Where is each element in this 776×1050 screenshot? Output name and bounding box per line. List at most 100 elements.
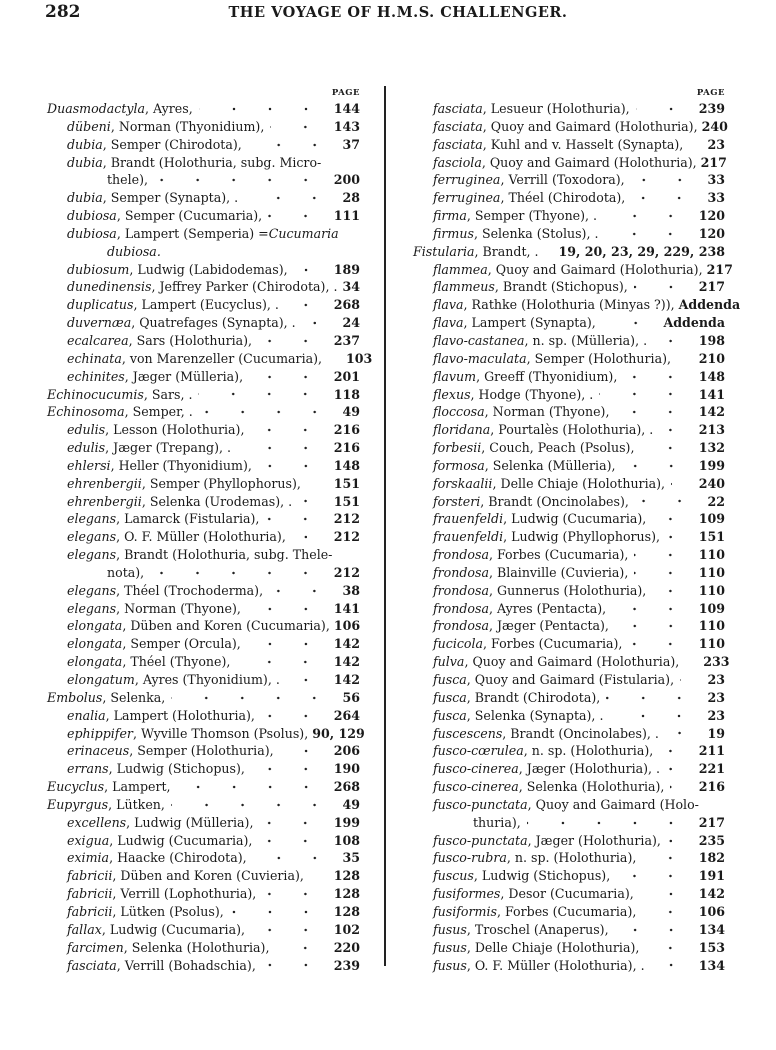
index-entry: duplicatus, Lampert (Eucyclus), . 268 [47, 296, 360, 314]
entry-authority: , Lampert, [104, 779, 171, 795]
taxon-name: firmus [433, 225, 474, 241]
leader-dots [171, 692, 333, 703]
index-entry: fulva, Quoy and Gaimard (Holothuria), 233 [413, 653, 730, 671]
entry-authority: , Brandt (Stichopus), [494, 279, 628, 295]
entry-authority: , Hodge (Thyone), . [470, 386, 594, 402]
taxon-name: frondosa [433, 582, 489, 598]
entry-authority: , Ludwig (Stichopus), [473, 868, 611, 884]
entry-authority: , Forbes (Cucumaria), [483, 636, 623, 652]
entry-authority: , Brandt, . [474, 243, 539, 259]
leader-dots [259, 817, 324, 828]
entry-authority: , Brandt (Oncinolabes), . [502, 725, 659, 741]
taxon-name: echinites [67, 368, 125, 384]
leader-dots [198, 407, 333, 418]
entry-authority: , Troschel (Anaperus), [466, 921, 609, 937]
taxon-name: frondosa [433, 618, 489, 634]
index-entry-continuation: thuria), 217 [413, 814, 725, 832]
leader-dots [670, 781, 689, 792]
index-entry: dubia, Semper (Synapta), . 28 [47, 189, 360, 207]
index-entry-continuation: dubiosa. [47, 243, 360, 261]
index-entry: ehrenbergii, Semper (Phyllophorus), 151 [47, 475, 360, 493]
leader-dots [653, 335, 689, 346]
page-reference: 210 [698, 350, 725, 366]
taxon-name: dubiosa [67, 225, 117, 241]
taxon-name: elongata [67, 618, 123, 634]
index-entry: forbesii, Couch, Peach (Psolus), 132 [413, 439, 725, 457]
page-reference: 182 [698, 850, 725, 866]
column-divider [384, 86, 386, 966]
page-reference: 56 [342, 689, 360, 705]
index-entry: fuscus, Ludwig (Stichopus), 191 [413, 867, 725, 885]
taxon-name: fusco-cinerea [433, 761, 519, 777]
taxon-name: fasciata [67, 957, 117, 973]
page-reference: 120 [698, 225, 725, 241]
leader-dots [639, 889, 689, 900]
page-reference: 110 [698, 564, 725, 580]
index-entry: frauenfeldi, Ludwig (Cucumaria), 109 [413, 510, 725, 528]
page-reference: 22 [707, 493, 725, 509]
taxon-name: farcimen [67, 939, 124, 955]
taxon-name: fasciata [433, 136, 483, 152]
leader-dots [659, 746, 689, 757]
entry-authority: , Lütken (Psolus), [112, 903, 224, 919]
page-reference: 153 [698, 939, 725, 955]
index-entry: exigua, Ludwig (Cucumaria), 108 [47, 832, 360, 850]
entry-authority: , Lütken, [108, 796, 165, 812]
index-entry: fasciata, Quoy and Gaimard (Holothuria),… [413, 118, 728, 136]
page-reference: 118 [333, 386, 360, 402]
entry-authority: , Verrill (Toxodora), [500, 172, 625, 188]
leader-dots [615, 407, 689, 418]
entry-authority: , Théel (Trochoderma), [116, 582, 264, 598]
index-entry: dubiosum, Ludwig (Labidodemas), 189 [47, 261, 360, 279]
index-entry: fusca, Brandt (Chirodota), 23 [413, 689, 725, 707]
entry-authority: , Düben and Koren (Cucumaria), [122, 618, 330, 634]
index-entry: elegans, O. F. Müller (Holothuria), 212 [47, 528, 360, 546]
entry-authority: , Jæger (Holothuria), . [518, 761, 661, 777]
index-entry: dubiosa, Semper (Cucumaria), 111 [47, 207, 360, 225]
entry-authority: , Jæger (Pentacta), [489, 618, 609, 634]
entry-authority: , Ludwig (Labidodemas), [129, 261, 288, 277]
index-entry: flammea, Quoy and Gaimard (Holothuria), 2… [413, 261, 733, 279]
entry-authority: , Verrill (Bohadschia), [116, 957, 256, 973]
page-reference: 108 [333, 832, 360, 848]
index-entry: floccosa, Norman (Thyone), 142 [413, 403, 725, 421]
taxon-name: fasciata [433, 101, 483, 116]
index-entry: flexus, Hodge (Thyone), . 141 [413, 386, 725, 404]
page-reference: Addenda [678, 297, 741, 313]
entry-authority: , Ayres (Pentacta), [489, 600, 607, 616]
leader-dots [664, 728, 698, 739]
index-entry: farcimen, Selenka (Holothuria), 220 [47, 939, 360, 957]
leader-dots [634, 496, 698, 507]
index-entry: elegans, Théel (Trochoderma), 38 [47, 582, 360, 600]
leader-dots [229, 906, 324, 917]
index-entry: fusus, Troschel (Anaperus), 134 [413, 921, 725, 939]
entry-authority: , Brandt (Holothuria, subg. Thele- [116, 547, 333, 563]
leader-dots [666, 835, 689, 846]
entry-authority: , Blainville (Cuvieria), [489, 564, 629, 580]
entry-authority: , Desor (Cucumaria), [500, 886, 634, 902]
index-entry: flavum, Greeff (Thyonidium), 148 [413, 368, 725, 386]
taxon-name: elongata [67, 636, 123, 652]
index-entry: frondosa, Blainville (Cuvieria), 110 [413, 564, 725, 582]
page-reference: 220 [333, 939, 360, 955]
page-reference: 34 [342, 279, 360, 295]
page-reference: 144 [333, 101, 360, 116]
leader-dots [246, 639, 324, 650]
taxon-name: elegans [67, 582, 117, 598]
leader-dots [249, 371, 324, 382]
page-reference: 239 [698, 101, 725, 116]
index-entry: echinata, von Marenzeller (Cucumaria), 10… [47, 350, 372, 368]
leader-dots [309, 871, 324, 882]
leader-dots [252, 853, 333, 864]
page-reference: 142 [333, 654, 360, 670]
index-entry: flammeus, Brandt (Stichopus), 217 [413, 278, 725, 296]
page-reference: 106 [333, 618, 361, 634]
leader-dots [628, 639, 689, 650]
page-reference: 268 [333, 779, 360, 795]
taxon-name: frondosa [433, 547, 489, 563]
page-reference: 142 [698, 404, 725, 420]
entry-authority: , Selenka (Mülleria), [484, 457, 616, 473]
taxon-name: fusus [433, 939, 467, 955]
page-reference: 143 [333, 118, 360, 134]
taxon-name: flavum [433, 368, 477, 384]
